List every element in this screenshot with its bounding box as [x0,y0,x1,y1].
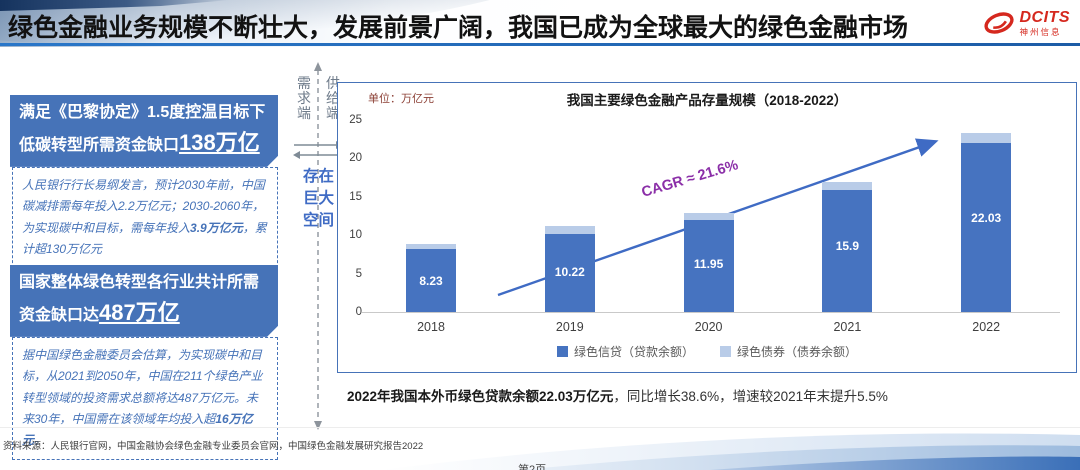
y-tick-label: 25 [349,114,362,126]
divider-graphics [293,62,343,430]
logo-company-text: 神州信息 [1019,26,1062,37]
chart-unit-label: 单位：万亿元 [368,93,434,105]
supply-side-label: 供给端 [326,75,340,122]
body-text: 据中国绿色金融委员会估算，为实现碳中和目标，从2021到2050年，中国在211… [22,347,263,426]
category-label-2018: 2018 [417,320,445,334]
supply-demand-divider: 需求端 供给端 存在巨大空间 [292,60,344,432]
bar-segment-loan [544,234,595,312]
funding-gap-box-paris: 满足《巴黎协定》1.5度控温目标下低碳转型所需资金缺口138万亿 人民银行行长易… [10,95,278,269]
funding-gap-box-national-heading: 国家整体绿色转型各行业共计所需资金缺口达487万亿 [10,265,278,337]
heading-text: 国家整体绿色转型各行业共计所需资金缺口达 [19,274,260,324]
legend-swatch-icon [720,346,731,357]
legend-swatch-icon [556,346,568,357]
bar-value-label: 22.03 [971,211,1002,225]
chart-title: 我国主要绿色金融产品存量规模（2018-2022） [566,93,848,108]
chart-footnote: 2022年我国本外币绿色贷款余额22.03万亿元，同比增长38.6%，增速较20… [347,385,888,405]
huge-gap-label: 存在巨大空间 [302,168,334,229]
header-banner: 绿色金融业务规模不断壮大，发展前景广阔，我国已成为全球最大的绿色金融市场 DCI… [0,0,1080,47]
source-citation: 资料来源：人民银行官网，中国金融协会绿色金融专业委员会官网，中国绿色金融发展研究… [3,441,424,452]
x-axis-line [362,312,1060,313]
body-text-bold: 16万亿元 [22,411,253,448]
y-tick-label: 20 [349,152,362,165]
footer-divider-line [0,427,1080,428]
bar-segment-bond [961,133,1012,143]
up-arrow-icon [314,62,322,71]
category-label-2019: 2019 [555,320,584,334]
legend-label: 绿色债券（债券余额） [737,345,858,359]
bar-value-label: 10.22 [554,265,585,279]
dcits-swirl-icon [983,12,1014,34]
bar-segment-loan [406,249,456,312]
chart-legend: 绿色信贷（贷款余额） 绿色债券（债券余额） [338,343,1076,360]
demand-side-label: 需求端 [297,75,311,122]
y-tick-label: 15 [349,190,362,203]
bar-2022: 22.03 [961,133,1012,312]
down-arrow-icon [314,421,322,430]
bar-2018: 8.23 [406,244,456,312]
funding-gap-box-paris-heading: 满足《巴黎协定》1.5度控温目标下低碳转型所需资金缺口138万亿 [10,95,278,167]
header-corner-decoration [0,0,230,11]
legend-item: 绿色信贷（贷款余额） [556,343,694,360]
logo-brand-text: DCITS [1019,8,1070,26]
y-tick-label: 10 [349,229,362,242]
cagr-annotation: CAGR ≈ 21.6% [639,157,741,201]
footnote-bold-text: 2022年我国本外币绿色贷款余额22.03万亿元 [347,389,614,404]
category-label-2020: 2020 [694,320,723,334]
legend-item: 绿色债券（债券余额） [720,343,857,360]
bar-segment-bond [822,182,873,190]
y-tick-label: 5 [355,267,362,280]
bar-value-label: 11.95 [693,257,724,271]
heading-text: 满足《巴黎协定》1.5度控温目标下低碳转型所需资金缺口 [19,104,266,154]
category-label-2022: 2022 [972,320,1001,334]
chart-panel: 单位：万亿元 我国主要绿色金融产品存量规模（2018-2022） CAGR ≈ … [337,82,1077,373]
left-arrow-icon [293,151,300,159]
heading-number: 138万亿 [179,129,260,155]
chart-plot-area: CAGR ≈ 21.6% 0 5 10 15 20 25 8.23 2018 10.22 2019… [338,83,1076,372]
bar-value-label: 15.9 [835,239,860,253]
y-tick-label: 0 [355,306,362,318]
body-text-bold: 3.9万亿元 [190,220,243,235]
heading-number: 487万亿 [99,299,180,325]
page-number: 第2页 [518,464,547,470]
bar-2021: 15.9 [822,182,873,312]
bar-value-label: 8.23 [419,274,443,288]
bar-segment-bond [683,213,734,220]
category-label-2021: 2021 [833,320,862,334]
bar-segment-loan [822,190,873,312]
footnote-rest-text: ，同比增长38.6%，增速较2021年末提升5.5% [613,389,888,404]
bar-segment-bond [544,226,595,234]
bar-segment-loan [683,220,734,312]
company-logo: DCITS 神州信息 [983,9,1071,37]
header-divider-line [0,43,1080,46]
funding-gap-box-national: 国家整体绿色转型各行业共计所需资金缺口达487万亿 据中国绿色金融委员会估算，为… [10,265,278,460]
body-text: ，累计超130万亿元 [22,220,267,256]
bar-2020: 11.95 [683,213,734,312]
bottom-swoosh-decoration [380,433,1080,470]
bar-segment-loan [961,143,1012,312]
body-text: 。 [34,433,47,448]
funding-gap-box-national-body: 据中国绿色金融委员会估算，为实现碳中和目标，从2021到2050年，中国在211… [12,336,278,460]
bar-2019: 10.22 [544,226,595,312]
funding-gap-box-paris-body: 人民银行行长易纲发言，预计2030年前，中国碳减排需每年投入2.2万亿元；203… [12,166,278,269]
bar-segment-bond [406,244,456,249]
page-title: 绿色金融业务规模不断壮大，发展前景广阔，我国已成为全球最大的绿色金融市场 [8,14,909,42]
body-text: 人民银行行长易纲发言，预计2030年前，中国碳减排需每年投入2.2万亿元；203… [22,177,265,235]
legend-label: 绿色信贷（贷款余额） [573,345,694,359]
